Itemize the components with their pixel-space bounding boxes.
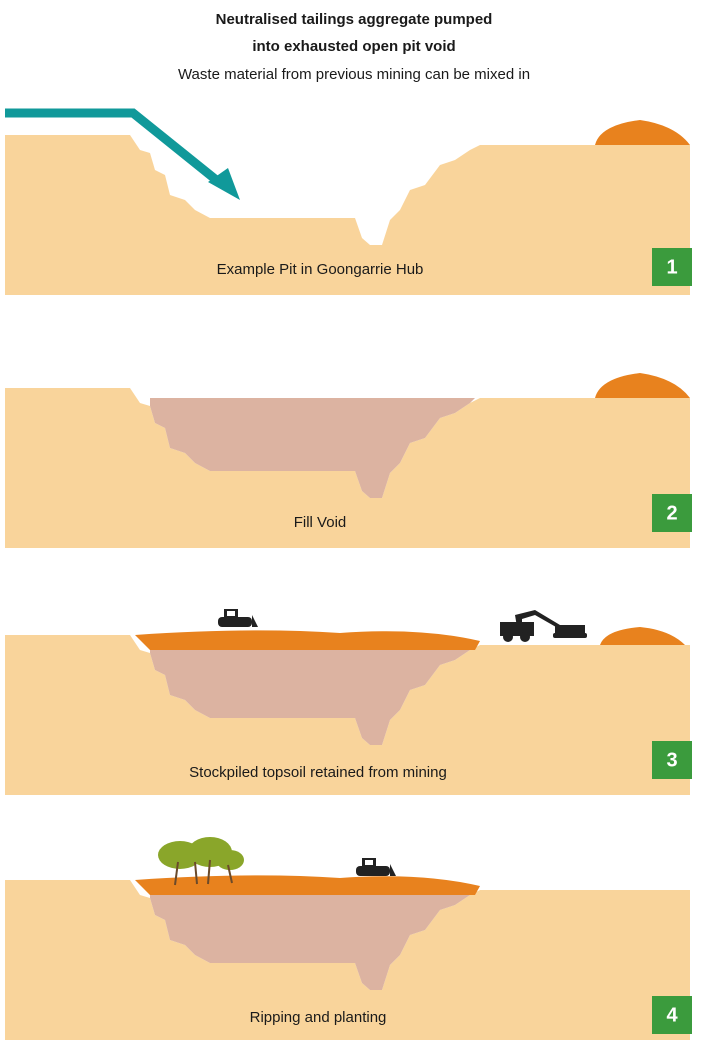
page: {"header": {"title": ["Neutralised taili… xyxy=(0,0,708,1045)
panel-number: 4 xyxy=(666,1004,678,1026)
diagram: Neutralised tailings aggregate pumped in… xyxy=(0,0,708,1045)
panel: Fill Void 2 xyxy=(5,373,692,548)
panel-number: 2 xyxy=(666,502,677,524)
panel-number: 1 xyxy=(666,256,677,278)
panel-label: Example Pit in Goongarrie Hub xyxy=(217,261,424,278)
panel: Ripping and planting 4 xyxy=(5,837,692,1040)
subtitle: Waste material from previous mining can … xyxy=(178,66,530,83)
panel: Example Pit in Goongarrie Hub 1 xyxy=(5,120,692,295)
panel-label: Fill Void xyxy=(294,514,347,531)
panel-label: Stockpiled topsoil retained from mining xyxy=(189,764,447,781)
panel: Stockpiled topsoil retained from mining … xyxy=(5,609,692,795)
panel-number: 3 xyxy=(666,749,677,771)
panel-label: Ripping and planting xyxy=(250,1009,387,1026)
title-line: into exhausted open pit void xyxy=(252,38,455,55)
title-line: Neutralised tailings aggregate pumped xyxy=(216,11,493,28)
